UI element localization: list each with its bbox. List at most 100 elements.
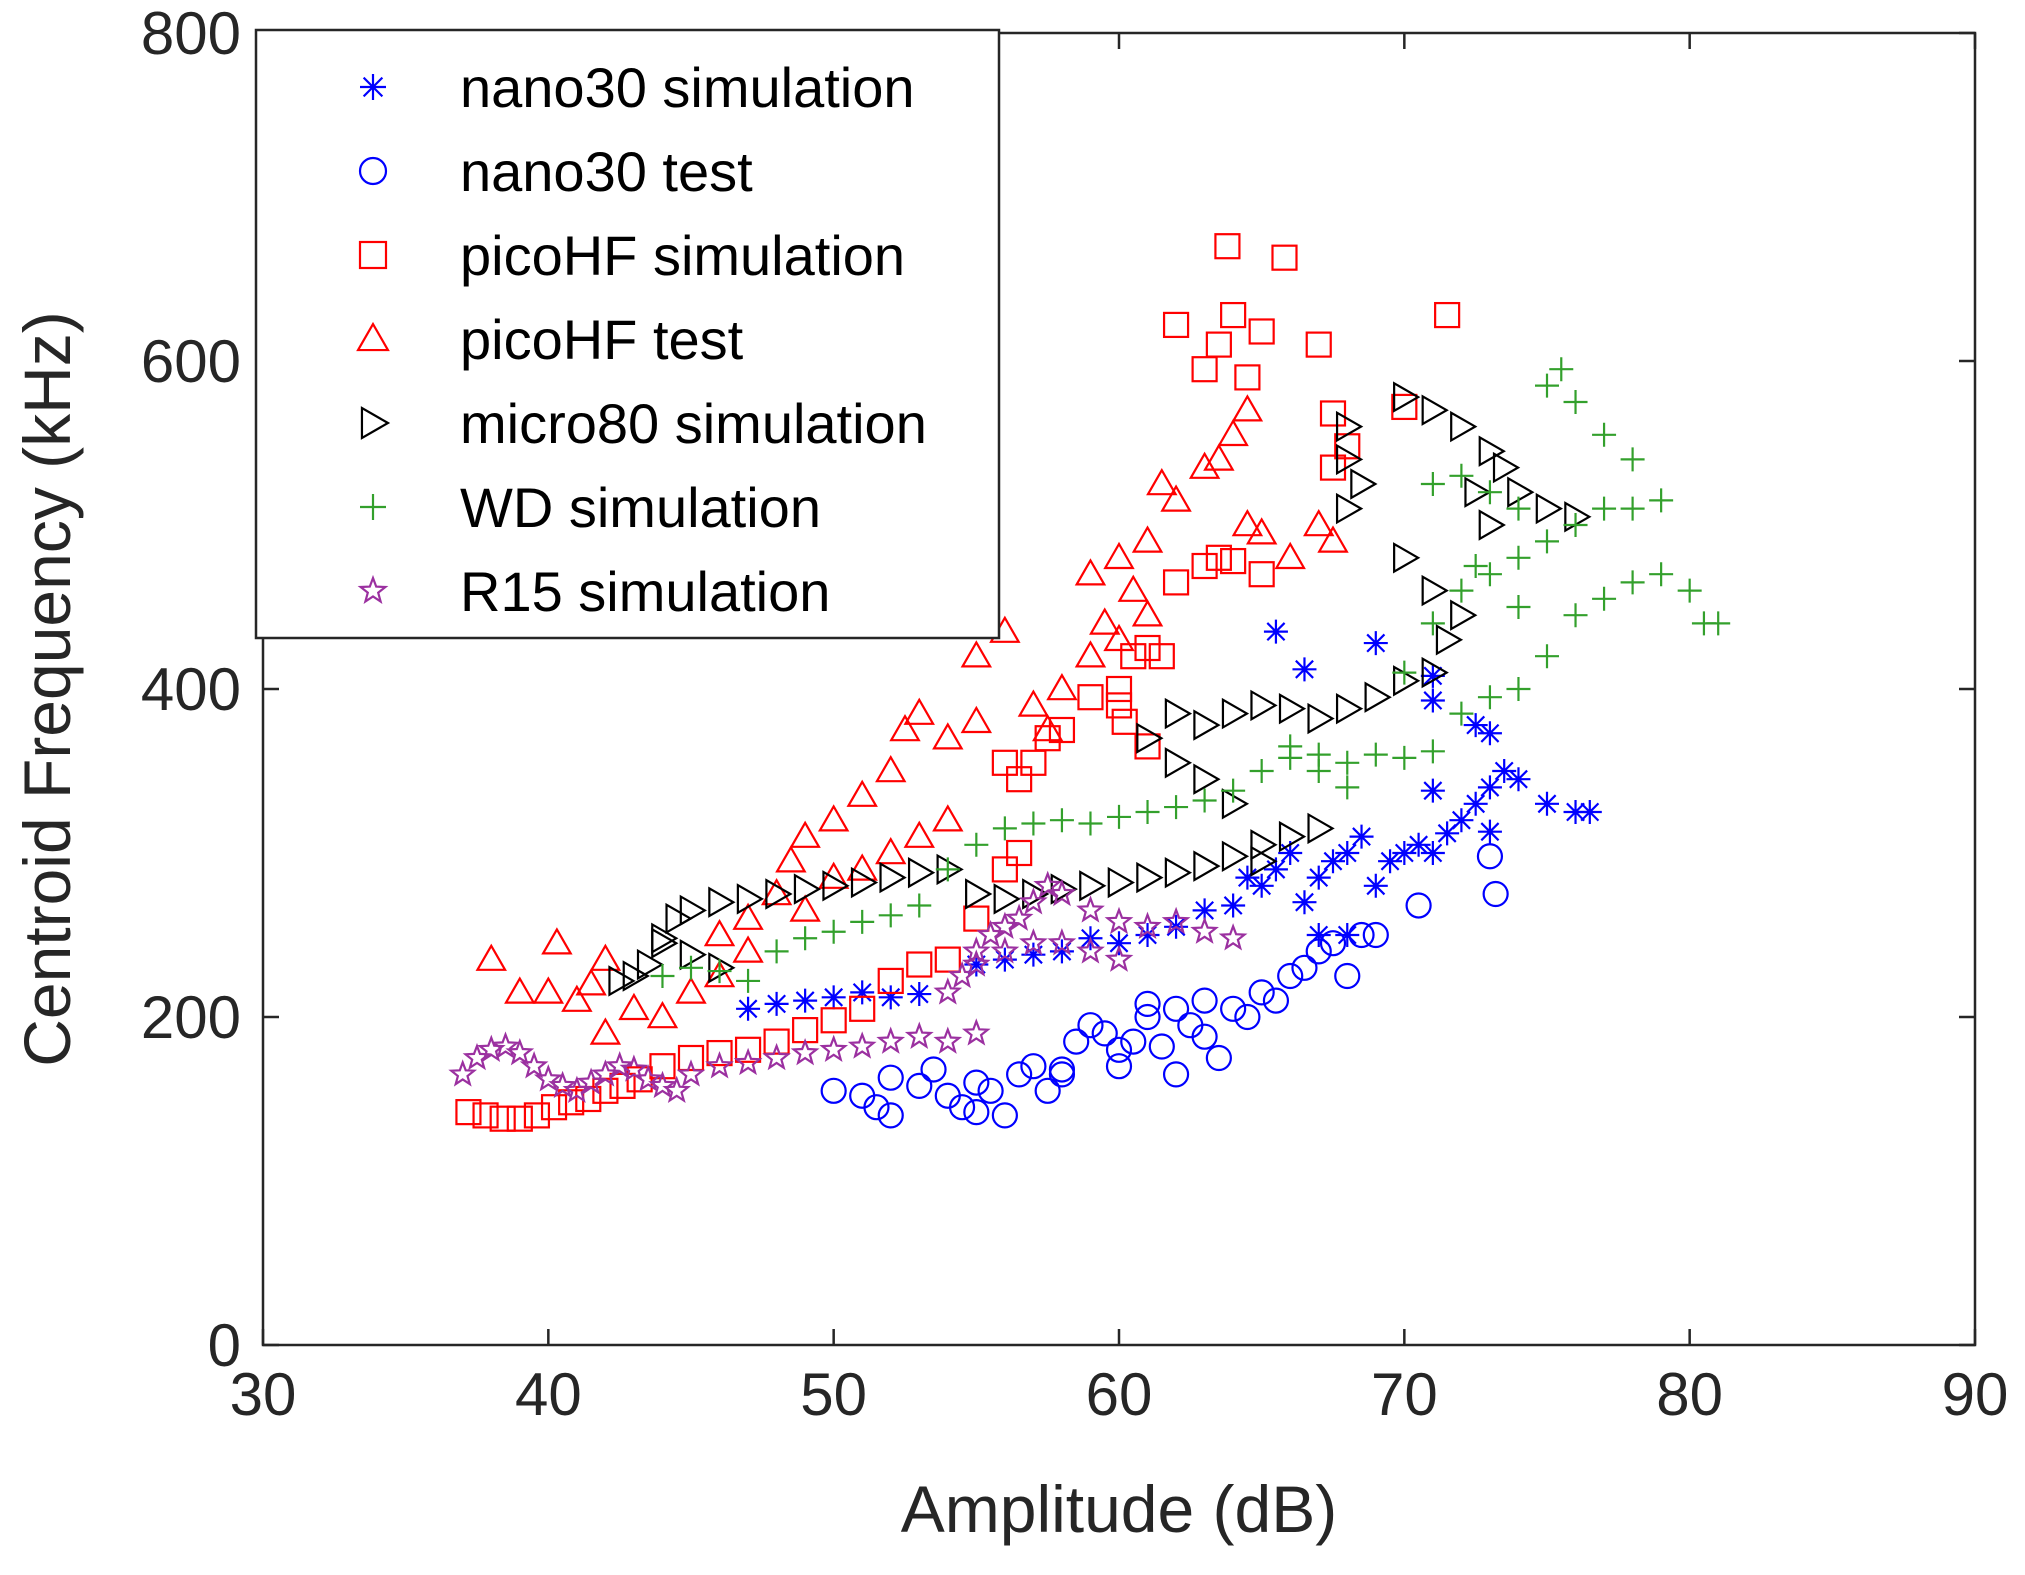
- data-point: [1205, 544, 1232, 571]
- data-point: [1564, 501, 1592, 533]
- data-point: [1049, 808, 1074, 833]
- data-point: [1162, 569, 1190, 596]
- data-point: [646, 1000, 679, 1029]
- data-point: [650, 964, 675, 988]
- data-point: [1004, 903, 1034, 931]
- data-point: [1362, 921, 1389, 949]
- data-point: [934, 946, 961, 973]
- data-point: [589, 1017, 622, 1045]
- data-point: [1335, 443, 1364, 476]
- y-tick-label: 600: [141, 328, 241, 395]
- data-point: [1492, 759, 1517, 783]
- data-point: [820, 1077, 847, 1104]
- data-point: [1076, 936, 1105, 964]
- data-point: [1231, 394, 1264, 422]
- data-point: [1050, 873, 1078, 905]
- data-point: [1105, 1053, 1133, 1080]
- data-point: [1249, 873, 1274, 898]
- data-point: [1103, 541, 1135, 570]
- data-point: [1079, 870, 1107, 902]
- data-point: [1235, 865, 1260, 890]
- data-point: [1191, 1023, 1218, 1050]
- data-point: [1278, 841, 1303, 865]
- legend: nano30 simulation nano30 test picoHF simul…: [254, 28, 1001, 640]
- data-point: [622, 960, 650, 992]
- data-point: [1506, 677, 1531, 701]
- data-point: [1334, 962, 1361, 990]
- data-point: [1278, 745, 1303, 770]
- data-point: [589, 943, 622, 971]
- data-point: [907, 856, 936, 889]
- data-point: [1435, 821, 1460, 846]
- data-point: [1031, 713, 1064, 742]
- data-point: [1161, 906, 1191, 935]
- data-point: [849, 995, 876, 1022]
- data-point: [1620, 496, 1645, 521]
- data-point: [993, 883, 1021, 915]
- data-point: [1203, 443, 1235, 471]
- data-point: [1135, 800, 1160, 824]
- data-point: [1191, 356, 1218, 383]
- data-point: [1477, 721, 1502, 746]
- data-point: [491, 1031, 520, 1059]
- data-point: [1420, 611, 1445, 636]
- data-point: [1136, 861, 1164, 894]
- data-point: [649, 1053, 676, 1080]
- data-point: [662, 1075, 692, 1104]
- data-point: [964, 952, 989, 977]
- data-point: [1234, 1003, 1261, 1031]
- data-point: [1392, 745, 1417, 770]
- data-point: [1506, 545, 1531, 570]
- data-point: [1234, 364, 1261, 391]
- data-point: [736, 968, 761, 993]
- data-point: [1164, 697, 1193, 730]
- data-point: [648, 1070, 677, 1099]
- data-point: [1363, 631, 1388, 656]
- data-point: [1221, 778, 1246, 803]
- data-point: [903, 697, 935, 725]
- data-point: [1231, 508, 1264, 537]
- data-point: [1592, 496, 1617, 521]
- data-point: [1335, 841, 1360, 865]
- data-point: [1164, 795, 1189, 820]
- data-point: [991, 749, 1018, 776]
- legend-marker: [360, 406, 391, 440]
- data-point: [475, 943, 507, 971]
- data-point: [1135, 923, 1160, 947]
- data-point: [708, 886, 736, 918]
- data-point: [1507, 476, 1535, 508]
- data-point: [1134, 634, 1161, 662]
- data-point: [1193, 709, 1221, 741]
- data-point: [733, 1047, 763, 1076]
- data-point: [1364, 681, 1392, 713]
- data-point: [1291, 954, 1318, 981]
- data-point: [707, 959, 732, 984]
- data-point: [703, 918, 736, 947]
- data-point: [1492, 451, 1521, 484]
- data-point: [846, 853, 878, 881]
- data-point: [1535, 791, 1559, 816]
- data-point: [679, 894, 708, 927]
- data-point: [875, 754, 907, 783]
- data-point: [675, 976, 707, 1004]
- data-point: [1405, 892, 1432, 919]
- data-point: [636, 948, 665, 981]
- data-point: [948, 1094, 976, 1121]
- data-point: [850, 866, 879, 899]
- data-point: [1449, 701, 1474, 726]
- data-point: [1478, 435, 1506, 467]
- data-point: [1164, 856, 1193, 889]
- data-point: [1649, 562, 1674, 587]
- data-point: [533, 1064, 563, 1092]
- data-point: [476, 1034, 506, 1063]
- data-point: [1620, 570, 1645, 595]
- data-point: [575, 968, 607, 996]
- data-point: [732, 902, 764, 930]
- y-tick-label: 400: [141, 656, 241, 723]
- data-point: [506, 1105, 533, 1132]
- data-point: [736, 996, 761, 1021]
- data-point: [1214, 233, 1241, 260]
- data-point: [1021, 942, 1046, 967]
- data-point: [819, 1034, 849, 1063]
